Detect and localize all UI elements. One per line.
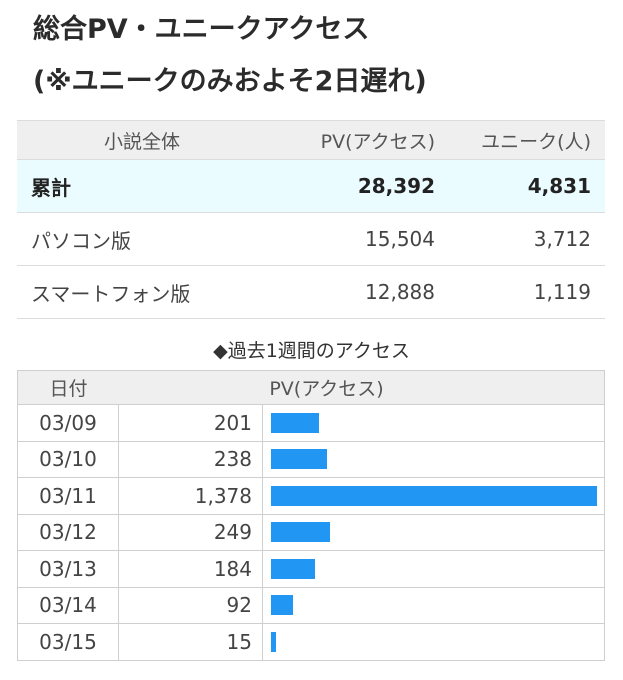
row-unique: 4,831 [527, 174, 591, 198]
page-subtitle: (※ユニークのみおよそ2日遅れ) [33, 66, 427, 97]
weekly-bar-cell [263, 478, 604, 514]
weekly-pv-value: 92 [119, 587, 263, 623]
pv-bar [271, 558, 315, 579]
weekly-date: 03/13 [18, 551, 119, 587]
pv-bar [271, 631, 276, 652]
pv-bar [271, 485, 597, 506]
summary-row-pc: パソコン版 15,504 3,712 [17, 213, 605, 266]
summary-row-smartphone: スマートフォン版 12,888 1,119 [17, 266, 605, 319]
weekly-date: 03/14 [18, 587, 119, 623]
page-title: 総合PV・ユニークアクセス [33, 14, 370, 45]
row-pv: 28,392 [357, 174, 435, 198]
header-pv: PV(アクセス) [320, 130, 435, 153]
weekly-row: 03/13 184 [18, 550, 604, 587]
summary-header-row: 小説全体 PV(アクセス) ユニーク(人) [17, 120, 605, 160]
weekly-date: 03/11 [18, 478, 119, 514]
weekly-bar-cell [263, 515, 604, 551]
weekly-date: 03/12 [18, 514, 119, 550]
weekly-row: 03/12 249 [18, 513, 604, 551]
pv-bar [271, 449, 327, 470]
weekly-rows: 03/09 201 03/10 238 03/11 1,378 03/12 249 03/13 1… [18, 404, 604, 660]
weekly-access-table: 日付 PV(アクセス) 03/09 201 03/10 238 03/11 1,378 03… [17, 370, 605, 661]
pv-bar [271, 522, 330, 543]
weekly-row: 03/09 201 [18, 404, 604, 441]
weekly-pv-value: 249 [119, 514, 263, 550]
weekly-pv-value: 15 [119, 624, 263, 660]
weekly-pv-value: 184 [119, 551, 263, 587]
weekly-bar-cell [263, 624, 604, 660]
row-label: スマートフォン版 [31, 281, 191, 306]
row-unique: 1,119 [533, 280, 591, 304]
weekly-bar-cell [263, 442, 604, 478]
row-pv: 12,888 [365, 280, 435, 304]
row-unique: 3,712 [533, 227, 591, 251]
weekly-pv-value: 201 [119, 405, 263, 441]
weekly-date: 03/10 [18, 441, 119, 477]
weekly-row: 03/15 15 [18, 623, 604, 660]
weekly-access-title: ◆過去1週間のアクセス [213, 340, 410, 362]
header-pv: PV(アクセス) [269, 378, 384, 400]
weekly-date: 03/09 [18, 405, 119, 441]
row-pv: 15,504 [365, 227, 435, 251]
weekly-row: 03/10 238 [18, 440, 604, 478]
weekly-row: 03/11 1,378 [18, 477, 604, 514]
pv-bar [271, 595, 293, 616]
weekly-bar-cell [263, 405, 604, 441]
weekly-bar-cell [263, 551, 604, 587]
row-label: 累計 [31, 175, 71, 200]
header-unique: ユニーク(人) [481, 130, 591, 153]
header-date: 日付 [49, 378, 88, 400]
summary-table: 小説全体 PV(アクセス) ユニーク(人) 累計 28,392 4,831 パソ… [17, 120, 605, 319]
header-novel-total: 小説全体 [103, 130, 180, 153]
weekly-pv-value: 238 [119, 441, 263, 477]
summary-row-total: 累計 28,392 4,831 [17, 160, 605, 213]
row-label: パソコン版 [31, 228, 131, 253]
pv-bar [271, 412, 319, 433]
weekly-bar-cell [263, 588, 604, 624]
weekly-row: 03/14 92 [18, 586, 604, 624]
weekly-header-row: 日付 PV(アクセス) [18, 371, 604, 404]
weekly-date: 03/15 [18, 624, 119, 660]
weekly-pv-value: 1,378 [119, 478, 263, 514]
